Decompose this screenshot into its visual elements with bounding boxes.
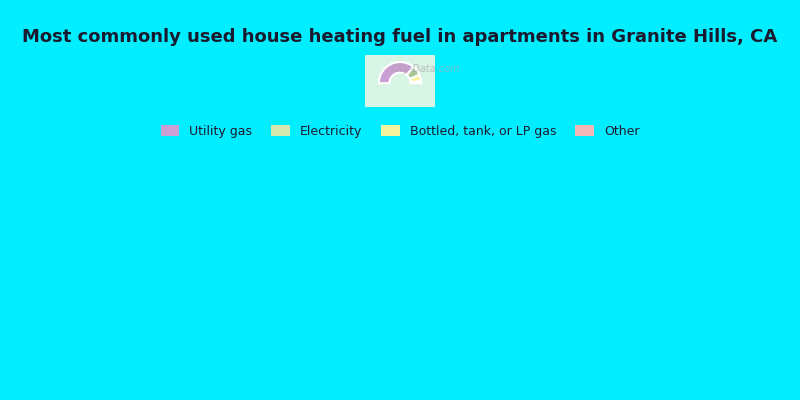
Wedge shape [410, 81, 421, 83]
Wedge shape [406, 67, 419, 79]
Legend: Utility gas, Electricity, Bottled, tank, or LP gas, Other: Utility gas, Electricity, Bottled, tank,… [156, 120, 644, 143]
Wedge shape [379, 62, 414, 83]
Wedge shape [410, 75, 421, 82]
Text: City-Data.com: City-Data.com [391, 64, 461, 74]
Text: Most commonly used house heating fuel in apartments in Granite Hills, CA: Most commonly used house heating fuel in… [22, 28, 778, 46]
